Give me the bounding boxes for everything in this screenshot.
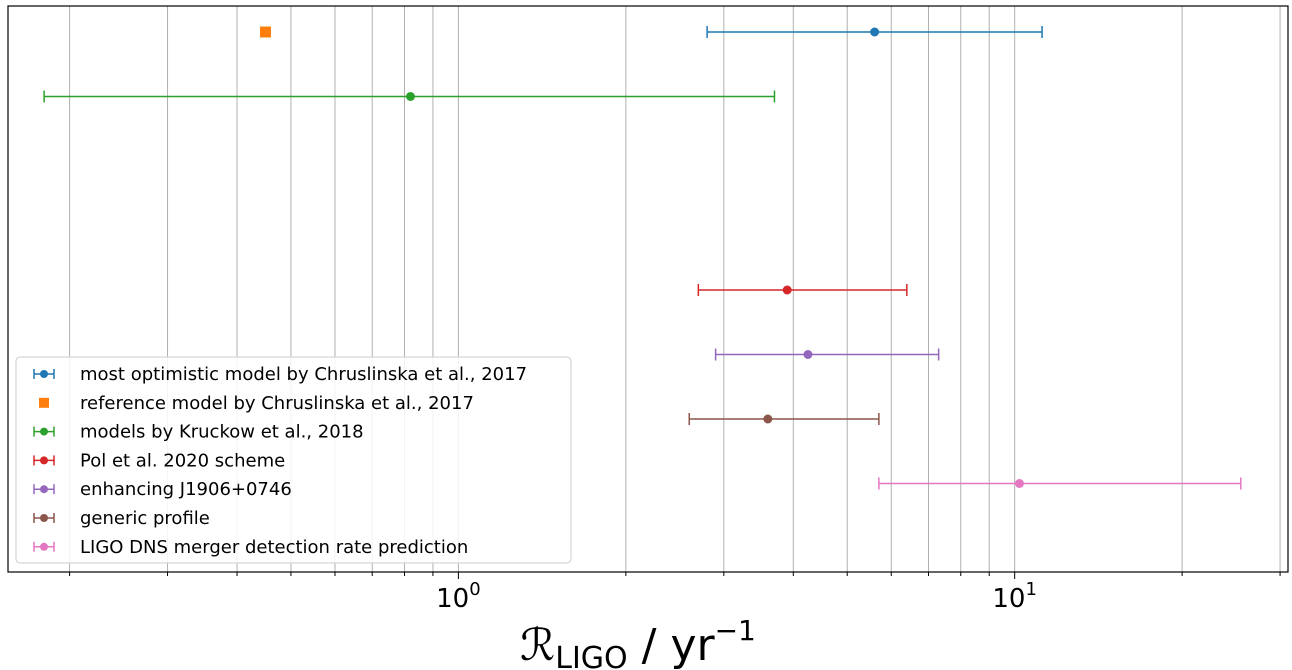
- legend-label: models by Kruckow et al., 2018: [80, 422, 364, 443]
- x-ticks: [69, 572, 1281, 579]
- x-tick-labels: 100 101: [436, 579, 1037, 614]
- legend-item: models by Kruckow et al., 2018: [33, 422, 364, 443]
- data-point: [405, 92, 415, 101]
- series-7: [878, 477, 1242, 490]
- legend: most optimistic model by Chruslinska et …: [15, 356, 572, 564]
- series-6: [688, 413, 880, 425]
- series-1: [706, 26, 1043, 38]
- grid-lines: [69, 6, 1281, 572]
- legend-item: most optimistic model by Chruslinska et …: [33, 364, 527, 385]
- legend-label: enhancing J1906+0746: [80, 479, 292, 500]
- legend-label: reference model by Chruslinska et al., 2…: [80, 393, 474, 414]
- data-point: [1014, 479, 1024, 488]
- series-2: [259, 26, 271, 38]
- legend-marker: [40, 514, 48, 522]
- x-axis-label: ℛLIGO / yr−1: [520, 614, 756, 670]
- legend-marker: [40, 370, 48, 378]
- legend-marker: [39, 397, 49, 408]
- x-tick-label: 101: [992, 579, 1037, 614]
- series-3: [43, 90, 776, 103]
- legend-item: reference model by Chruslinska et al., 2…: [39, 393, 474, 414]
- data-point: [763, 414, 773, 424]
- data-point: [870, 27, 880, 37]
- legend-label: Pol et al. 2020 scheme: [80, 450, 285, 471]
- legend-marker: [40, 456, 48, 465]
- x-axis-label-symbol: ℛ: [520, 620, 555, 670]
- data-point: [259, 26, 271, 38]
- legend-label: most optimistic model by Chruslinska et …: [80, 364, 527, 385]
- data-point: [782, 285, 792, 295]
- x-axis-label-superscript: −1: [715, 614, 756, 647]
- legend-item: Pol et al. 2020 scheme: [33, 450, 285, 471]
- x-tick-label: 100: [436, 579, 481, 614]
- legend-marker: [40, 427, 48, 436]
- legend-item: LIGO DNS merger detection rate predictio…: [33, 537, 468, 558]
- legend-label: LIGO DNS merger detection rate predictio…: [80, 537, 468, 558]
- legend-marker: [40, 485, 48, 494]
- legend-box: [15, 356, 572, 564]
- legend-item: generic profile: [33, 508, 210, 529]
- legend-label: generic profile: [80, 508, 210, 529]
- data-point: [803, 350, 813, 359]
- x-axis-label-unit: / yr: [628, 620, 716, 670]
- legend-marker: [40, 542, 48, 551]
- x-axis-label-subscript: LIGO: [555, 641, 627, 670]
- plot-frame: [7, 5, 1289, 573]
- series-4: [697, 284, 908, 296]
- series-5: [714, 348, 940, 361]
- legend-item: enhancing J1906+0746: [33, 479, 292, 500]
- data-marks: [43, 26, 1242, 490]
